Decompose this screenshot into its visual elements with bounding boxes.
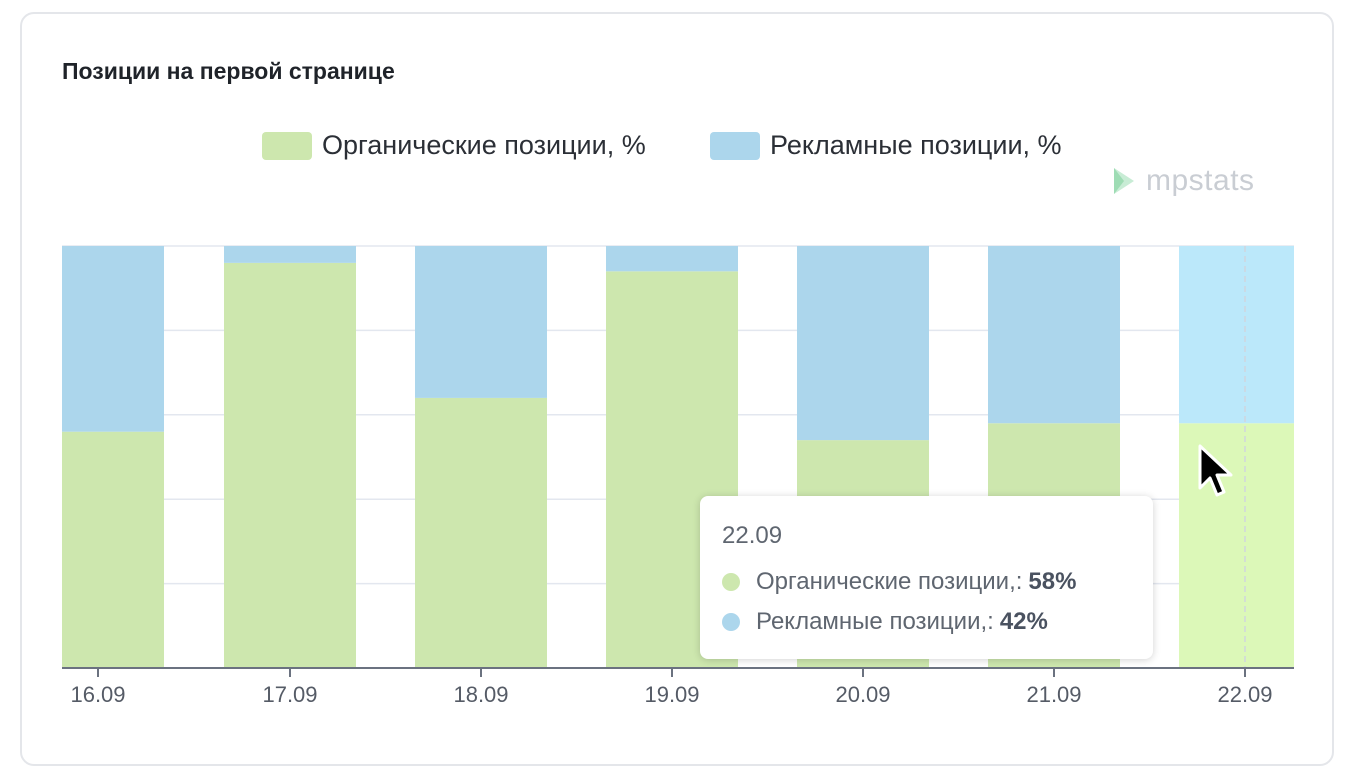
- bar-ads-17.09: [224, 246, 356, 263]
- x-tick-label-18.09: 18.09: [453, 682, 508, 707]
- x-tick-label-20.09: 20.09: [835, 682, 890, 707]
- chart-tooltip: 22.09 Органические позиции,: 58% Рекламн…: [700, 496, 1153, 659]
- legend-item-ads[interactable]: Рекламные позиции, %: [710, 130, 1062, 161]
- tooltip-row-ads: Рекламные позиции,: 42%: [722, 602, 1131, 642]
- legend-label-organic: Органические позиции, %: [322, 130, 646, 160]
- legend-label-ads: Рекламные позиции, %: [770, 130, 1062, 160]
- watermark: mpstats: [1112, 164, 1255, 198]
- bar-organic-17.09: [224, 262, 356, 668]
- bar-ads-19.09: [606, 246, 738, 272]
- x-tick-label-16.09: 16.09: [70, 682, 125, 707]
- legend-swatch-organic: [262, 131, 312, 160]
- tooltip-dot-ads: [722, 613, 740, 631]
- tooltip-label-ads: Рекламные позиции,:: [756, 608, 994, 635]
- legend-item-organic[interactable]: Органические позиции, %: [262, 130, 646, 161]
- legend-swatch-ads: [710, 131, 760, 160]
- bar-ads-18.09: [415, 246, 547, 398]
- x-tick-label-17.09: 17.09: [262, 682, 317, 707]
- watermark-text: mpstats: [1146, 164, 1255, 197]
- chart-title: Позиции на первой странице: [62, 58, 395, 84]
- bar-ads-21.09: [988, 246, 1120, 424]
- bar-ads-16.09: [62, 246, 164, 432]
- bar-organic-16.09: [62, 431, 164, 668]
- tooltip-value-organic: 58%: [1028, 568, 1077, 595]
- mouse-cursor-icon: [1198, 444, 1233, 497]
- tooltip-label-organic: Органические позиции,:: [756, 568, 1023, 595]
- tooltip-date: 22.09: [722, 522, 783, 549]
- chart-legend: Органические позиции, % Рекламные позици…: [0, 130, 1352, 170]
- mpstats-logo-icon: [1114, 168, 1134, 194]
- bar-ads-22.09: [1179, 246, 1294, 424]
- bar-ads-20.09: [797, 246, 929, 441]
- bar-organic-18.09: [415, 397, 547, 668]
- tooltip-dot-organic: [722, 573, 740, 591]
- x-tick-label-22.09: 22.09: [1217, 682, 1272, 707]
- x-tick-label-21.09: 21.09: [1026, 682, 1081, 707]
- x-tick-label-19.09: 19.09: [644, 682, 699, 707]
- tooltip-row-organic: Органические позиции,: 58%: [722, 562, 1131, 602]
- bar-organic-22.09: [1179, 423, 1294, 668]
- tooltip-value-ads: 42%: [999, 608, 1048, 635]
